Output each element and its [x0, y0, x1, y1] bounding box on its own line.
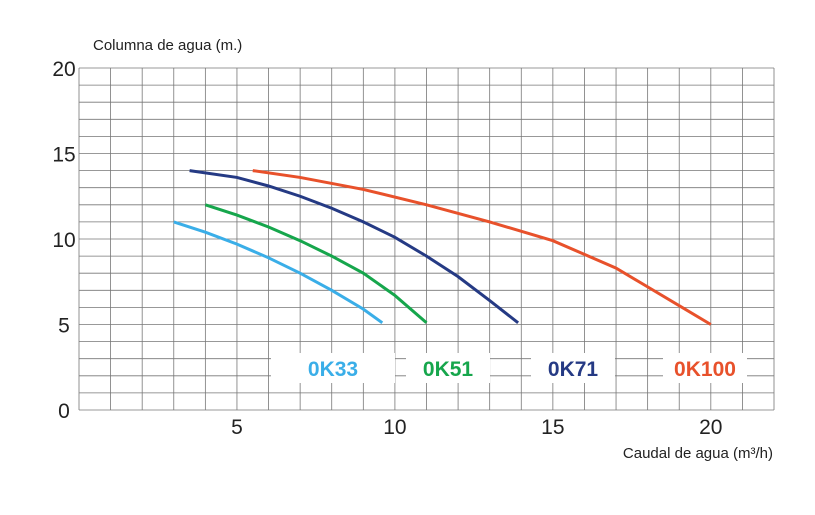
x-tick-label: 15 — [541, 416, 564, 439]
legend-box — [406, 353, 490, 383]
legend-box — [271, 353, 395, 383]
y-tick-label: 10 — [52, 229, 75, 252]
legend-label: 0K51 — [423, 358, 474, 381]
legend-box — [663, 353, 747, 383]
x-tick-label: 10 — [383, 416, 406, 439]
legend-box — [531, 353, 615, 383]
y-tick-label: 15 — [52, 144, 75, 167]
series-line — [204, 203, 428, 324]
x-tick-label: 5 — [231, 416, 243, 439]
legend-label: 0K100 — [674, 358, 736, 381]
y-axis-title: Columna de agua (m.) — [93, 37, 242, 54]
x-tick-label: 20 — [699, 416, 722, 439]
legend-label: 0K71 — [548, 358, 599, 381]
y-tick-label: 0 — [58, 400, 70, 423]
x-axis-title: Caudal de agua (m³/h) — [623, 445, 773, 462]
legend-label: 0K33 — [308, 358, 358, 381]
series-line — [252, 169, 712, 326]
y-tick-label: 5 — [58, 315, 70, 338]
series-line — [189, 169, 520, 324]
y-tick-label: 20 — [52, 58, 75, 81]
series-line — [173, 220, 384, 325]
